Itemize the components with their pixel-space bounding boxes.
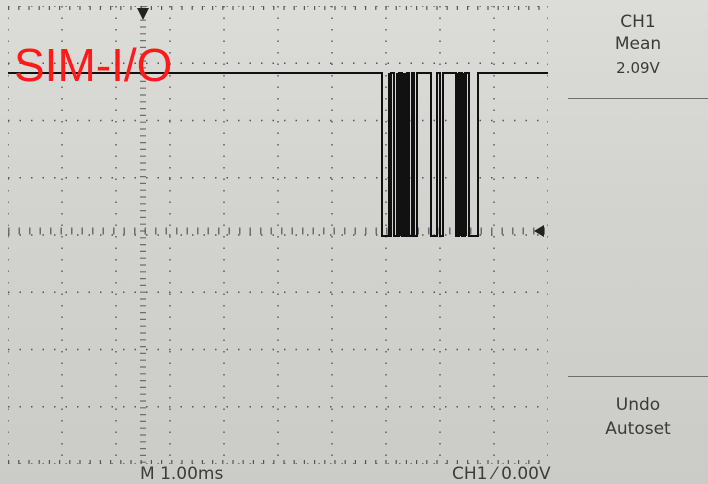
timebase-readout: M 1.00ms: [140, 464, 224, 484]
measurement-type: Mean: [614, 34, 662, 54]
trigger-readout: CH1 ⁄ 0.00V: [452, 464, 551, 484]
undo-autoset-button[interactable]: Undo Autoset: [568, 378, 708, 462]
panel-divider: [568, 376, 708, 377]
ground-level-marker: [534, 225, 544, 237]
measurement-channel: CH1: [620, 12, 656, 32]
dense-pulse-burst: [396, 73, 410, 236]
status-bar: M 1.00ms CH1 ⁄ 0.00V: [0, 462, 708, 484]
graticule: [8, 6, 548, 464]
autoset-label: Autoset: [605, 419, 671, 439]
side-menu-panel: CH1 Mean 2.09V Undo Autoset: [568, 0, 708, 484]
dense-pulse-burst: [388, 73, 391, 236]
measurement-value: 2.09V: [616, 59, 660, 77]
panel-divider: [568, 98, 708, 99]
dense-pulse-burst: [455, 73, 467, 236]
signal-label: SIM-I/O: [14, 39, 173, 91]
waveform-display: [8, 6, 548, 464]
undo-label: Undo: [615, 395, 661, 415]
trigger-position-marker: [137, 8, 149, 20]
